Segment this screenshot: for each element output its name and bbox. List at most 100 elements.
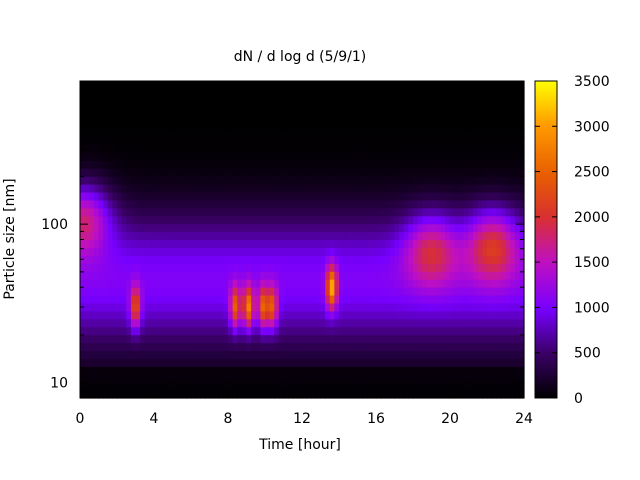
heatmap-cell	[505, 136, 511, 145]
heatmap-cell	[352, 160, 359, 169]
heatmap-cell	[84, 255, 90, 264]
heatmap-cell	[265, 152, 271, 161]
heatmap-cell	[163, 152, 169, 161]
heatmap-cell	[126, 81, 132, 90]
heatmap-cell	[477, 88, 483, 98]
heatmap-cell	[98, 215, 104, 225]
heatmap-cell	[394, 223, 400, 233]
heatmap-cell	[251, 358, 257, 367]
heatmap-cell	[126, 144, 132, 153]
heatmap-cell	[288, 350, 294, 359]
heatmap-cell	[371, 81, 377, 90]
heatmap-cell	[278, 342, 285, 352]
heatmap-cell	[325, 239, 331, 249]
heatmap-cell	[311, 271, 317, 280]
heatmap-cell	[413, 390, 419, 399]
heatmap-cell	[339, 287, 345, 296]
heatmap-cell	[505, 223, 511, 233]
heatmap-cell	[172, 104, 178, 114]
heatmap-cell	[80, 350, 86, 359]
heatmap-cell	[255, 152, 261, 161]
heatmap-cell	[126, 334, 132, 344]
heatmap-cell	[246, 279, 252, 288]
heatmap-cell	[496, 310, 502, 320]
heatmap-cell	[103, 223, 109, 233]
heatmap-cell	[306, 191, 312, 201]
heatmap-cell	[232, 390, 238, 399]
heatmap-cell	[357, 255, 363, 264]
heatmap-cell	[468, 287, 474, 296]
heatmap-cell	[112, 128, 118, 138]
heatmap-cell	[394, 310, 400, 320]
heatmap-cell	[288, 247, 294, 256]
heatmap-cell	[195, 191, 201, 201]
heatmap-cell	[204, 223, 211, 233]
heatmap-cell	[195, 271, 201, 280]
heatmap-cell	[417, 247, 423, 256]
heatmap-cell	[269, 350, 275, 359]
heatmap-cell	[223, 342, 229, 352]
heatmap-cell	[297, 334, 303, 344]
heatmap-cell	[394, 342, 400, 352]
heatmap-cell	[172, 96, 178, 106]
heatmap-cell	[288, 342, 294, 352]
heatmap-cell	[473, 152, 479, 161]
heatmap-cell	[454, 310, 460, 320]
heatmap-cell	[209, 144, 215, 153]
heatmap-cell	[204, 263, 211, 272]
heatmap-cell	[204, 342, 211, 352]
heatmap-cell	[473, 136, 479, 145]
heatmap-cell	[149, 104, 155, 114]
heatmap-cell	[510, 350, 516, 359]
heatmap-cell	[292, 310, 298, 320]
heatmap-cell	[121, 287, 127, 296]
heatmap-cell	[491, 310, 497, 320]
heatmap-cell	[195, 160, 201, 169]
heatmap-cell	[306, 199, 312, 209]
heatmap-cell	[473, 128, 479, 138]
heatmap-cell	[325, 152, 331, 161]
heatmap-cell	[93, 128, 100, 138]
heatmap-cell	[496, 215, 502, 225]
heatmap-cell	[135, 207, 141, 217]
heatmap-cell	[366, 279, 372, 288]
heatmap-cell	[463, 302, 470, 312]
heatmap-cell	[269, 88, 275, 98]
heatmap-cell	[218, 247, 224, 256]
heatmap-cell	[209, 191, 215, 201]
heatmap-cell	[135, 120, 141, 130]
heatmap-cell	[468, 223, 474, 233]
heatmap-cell	[389, 326, 396, 336]
heatmap-cell	[237, 279, 243, 288]
heatmap-cell	[510, 294, 516, 304]
heatmap-cell	[491, 191, 497, 201]
heatmap-cell	[149, 88, 155, 98]
heatmap-cell	[417, 334, 423, 344]
heatmap-cell	[343, 96, 349, 106]
heatmap-cell	[510, 382, 516, 391]
heatmap-cell	[371, 88, 377, 98]
heatmap-cell	[505, 88, 511, 98]
heatmap-cell	[477, 247, 483, 256]
heatmap-cell	[158, 144, 164, 153]
heatmap-cell	[487, 358, 493, 367]
heatmap-cell	[251, 239, 257, 249]
heatmap-cell	[389, 160, 396, 169]
heatmap-cell	[334, 199, 340, 209]
heatmap-cell	[334, 247, 340, 256]
heatmap-cell	[329, 176, 335, 185]
heatmap-cell	[413, 231, 419, 241]
heatmap-cell	[436, 334, 442, 344]
heatmap-cell	[251, 318, 257, 328]
heatmap-cell	[343, 136, 349, 145]
heatmap-cell	[519, 104, 525, 114]
heatmap-cell	[149, 294, 155, 304]
heatmap-cell	[130, 366, 137, 375]
heatmap-cell	[209, 302, 215, 312]
heatmap-cell	[311, 120, 317, 130]
heatmap-cell	[241, 302, 248, 312]
heatmap-cell	[80, 358, 86, 367]
heatmap-cell	[366, 287, 372, 296]
heatmap-cell	[117, 81, 123, 90]
heatmap-cell	[454, 350, 460, 359]
